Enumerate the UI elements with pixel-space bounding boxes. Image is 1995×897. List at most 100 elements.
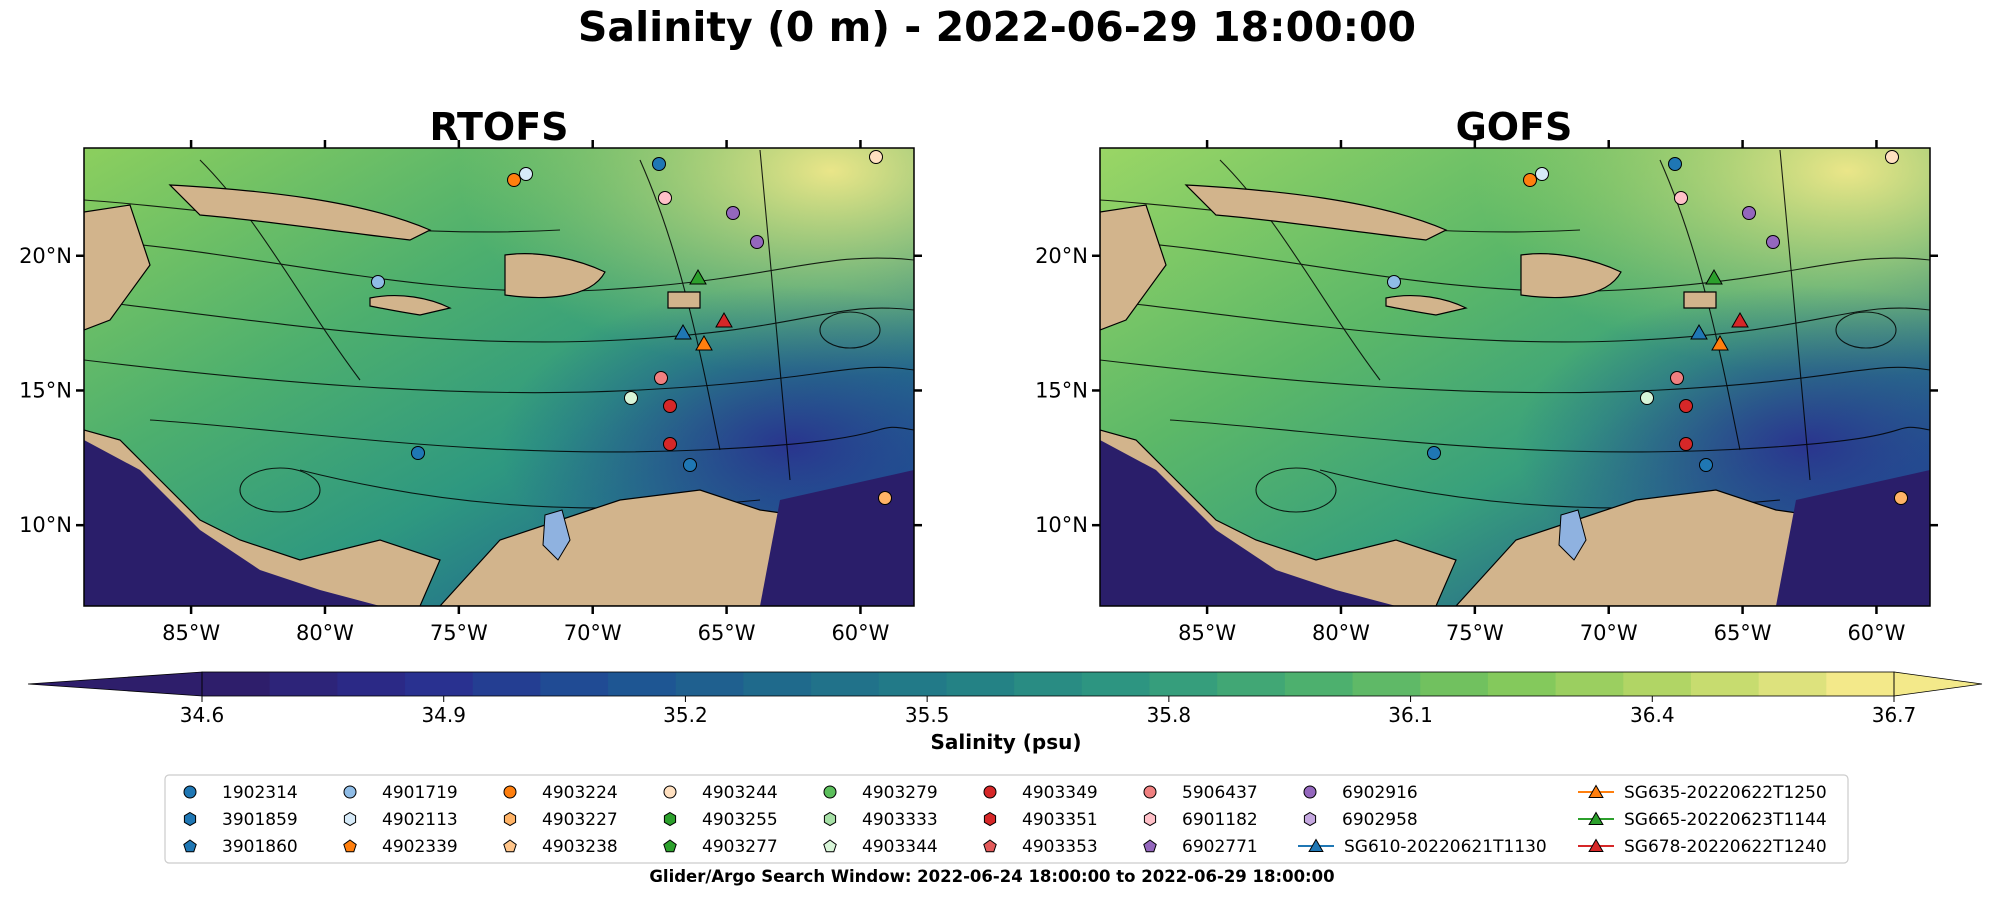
legend-label: 4903255 bbox=[702, 810, 778, 830]
legend-label: SG678-20220622T1240 bbox=[1624, 837, 1827, 857]
legend-label: 4903344 bbox=[862, 837, 938, 857]
rtofs-lat-tick-label: 15°N bbox=[19, 378, 72, 402]
gofs-lake-maracaibo bbox=[1558, 509, 1587, 561]
colorbar-cell bbox=[946, 672, 1015, 696]
legend-entry: 4903349 bbox=[983, 783, 1098, 803]
rtofs-panel-title: RTOFS bbox=[429, 105, 568, 149]
legend-entry: 6902958 bbox=[1303, 810, 1418, 830]
colorbar-cell bbox=[608, 672, 677, 696]
gofs-lon-tick-label: 70°W bbox=[1580, 621, 1638, 645]
circle-marker-icon bbox=[823, 785, 837, 799]
legend-entry: 6902916 bbox=[1303, 783, 1418, 803]
rtofs-lat-tick-label: 10°N bbox=[19, 513, 72, 537]
gofs-dark-coast-waters bbox=[1100, 440, 1930, 606]
gofs-lon-tick-label: 85°W bbox=[1178, 621, 1236, 645]
legend-entry: 3901859 bbox=[183, 810, 298, 830]
rtofs-lat-tick-label: 20°N bbox=[19, 244, 72, 268]
colorbar-cell bbox=[1623, 672, 1692, 696]
colorbar-cell bbox=[472, 672, 541, 696]
legend-entry: 4903277 bbox=[663, 837, 778, 857]
legend-entry: SG610-20220621T1130 bbox=[1298, 837, 1547, 857]
gofs-map-frame bbox=[1099, 147, 1931, 607]
colorbar-tick-label: 36.7 bbox=[1872, 703, 1917, 727]
rtofs-lon-tick-label: 65°W bbox=[698, 621, 756, 645]
legend-entry: 4903353 bbox=[983, 837, 1098, 857]
rtofs-float-markers bbox=[371, 150, 892, 505]
hexagon-marker-icon bbox=[983, 811, 997, 827]
rtofs-lon-tick-label: 60°W bbox=[831, 621, 889, 645]
rtofs-glider-markers bbox=[674, 268, 733, 351]
colorbar-cell bbox=[1284, 672, 1354, 696]
colorbar-cell bbox=[743, 672, 812, 696]
legend-entry: 5906437 bbox=[1143, 783, 1258, 803]
pentagon-marker-icon bbox=[823, 839, 837, 853]
legend-label: 4903277 bbox=[702, 837, 778, 857]
gofs-lat-tick-label: 15°N bbox=[1035, 378, 1088, 402]
gofs-lon-tick-label: 65°W bbox=[1714, 621, 1772, 645]
gofs-glider-markers bbox=[1690, 268, 1749, 351]
rtofs-lon-tick-label: 85°W bbox=[162, 621, 220, 645]
gofs-lon-tick-label: 60°W bbox=[1847, 621, 1905, 645]
colorbar-cell bbox=[1081, 672, 1151, 696]
hexagon-marker-icon bbox=[823, 811, 837, 827]
legend-entry: SG678-20220622T1240 bbox=[1578, 837, 1827, 857]
legend-label: SG610-20220621T1130 bbox=[1344, 837, 1547, 857]
circle-marker-icon bbox=[1143, 785, 1157, 799]
legend-label: 6902958 bbox=[1342, 810, 1418, 830]
legend-entry: 4903333 bbox=[823, 810, 938, 830]
legend-entry: 4903244 bbox=[663, 783, 778, 803]
circle-marker-icon bbox=[343, 785, 357, 799]
legend-label: 6902771 bbox=[1182, 837, 1258, 857]
hexagon-marker-icon bbox=[1143, 811, 1157, 827]
pentagon-marker-icon bbox=[983, 839, 997, 853]
legend-entry: 1902314 bbox=[183, 783, 298, 803]
colorbar-cell bbox=[1758, 672, 1827, 696]
colorbar-ticks: 34.6 34.9 35.2 35.5 35.8 36.1 36.4 36.7 bbox=[180, 696, 1917, 727]
legend-label: 4903351 bbox=[1022, 810, 1098, 830]
pentagon-marker-icon bbox=[503, 839, 517, 853]
colorbar-max-extend-arrow bbox=[1893, 671, 1983, 697]
legend-label: 3901860 bbox=[222, 837, 298, 857]
rtofs-lon-tick-label: 70°W bbox=[564, 621, 622, 645]
triangle-marker-icon bbox=[1308, 838, 1324, 852]
legend-entry: 4903279 bbox=[823, 783, 938, 803]
colorbar-cell bbox=[675, 672, 745, 696]
map-axes: 85°W 80°W 75°W 70°W 65°W 60°W 20°N 15°N 10°N 85°W… bbox=[19, 140, 1938, 645]
colorbar-cell bbox=[540, 672, 609, 696]
legend-entry: 6901182 bbox=[1143, 810, 1258, 830]
legend-label: 4903244 bbox=[702, 783, 778, 803]
colorbar-tick-label: 34.9 bbox=[421, 703, 466, 727]
colorbar-tick-label: 35.5 bbox=[905, 703, 950, 727]
hexagon-marker-icon bbox=[183, 811, 197, 827]
rtofs-lon-tick-label: 75°W bbox=[430, 621, 488, 645]
gofs-lat-tick-label: 10°N bbox=[1035, 513, 1088, 537]
legend-label: 4903227 bbox=[542, 810, 618, 830]
colorbar-frame bbox=[201, 671, 1895, 697]
legend-label: 4903353 bbox=[1022, 837, 1098, 857]
triangle-marker-icon bbox=[1588, 838, 1604, 852]
legend-label: SG665-20220623T1144 bbox=[1624, 810, 1827, 830]
legend-entry: 4903224 bbox=[503, 783, 618, 803]
circle-marker-icon bbox=[983, 785, 997, 799]
search-window-footer: Glider/Argo Search Window: 2022-06-24 18… bbox=[649, 867, 1334, 886]
gofs-map-panel: GOFS bbox=[1099, 105, 1931, 607]
pentagon-marker-icon bbox=[183, 839, 197, 853]
legend-entry: 4902113 bbox=[343, 810, 458, 830]
colorbar-cell bbox=[1014, 672, 1083, 696]
colorbar-cell bbox=[811, 672, 880, 696]
gofs-lon-tick-label: 80°W bbox=[1312, 621, 1370, 645]
legend-label: 4902113 bbox=[382, 810, 458, 830]
colorbar-tick-label: 35.8 bbox=[1147, 703, 1192, 727]
colorbar-cell bbox=[202, 672, 271, 696]
pentagon-marker-icon bbox=[1143, 839, 1157, 853]
colorbar-cells bbox=[202, 672, 1895, 696]
colorbar-cell bbox=[337, 672, 406, 696]
colorbar-cell bbox=[1217, 672, 1286, 696]
rtofs-dark-coast-waters bbox=[84, 440, 914, 606]
legend-label: 4903349 bbox=[1022, 783, 1098, 803]
circle-marker-icon bbox=[663, 785, 677, 799]
legend-entry: 4903351 bbox=[983, 810, 1098, 830]
salinity-colorbar: 34.6 34.9 35.2 35.5 35.8 36.1 36.4 36.7 Salinit… bbox=[27, 671, 1983, 754]
legend-entry: 4903255 bbox=[663, 810, 778, 830]
